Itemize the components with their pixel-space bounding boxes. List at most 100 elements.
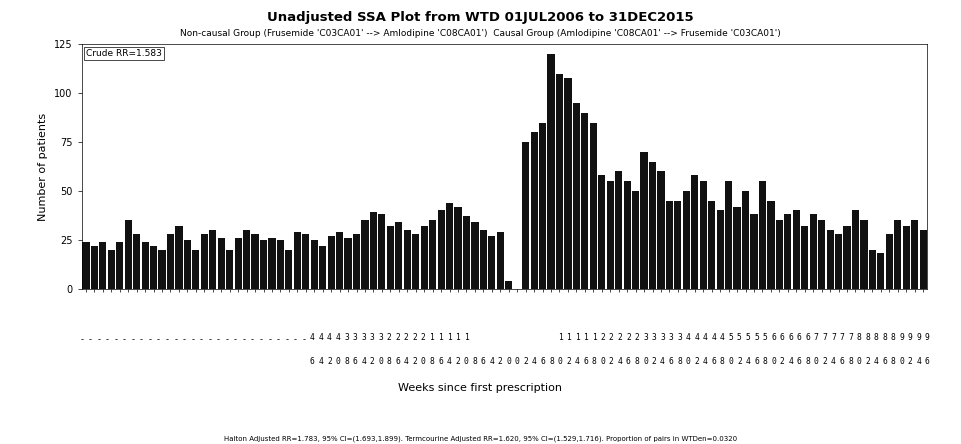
Text: 3: 3	[370, 333, 375, 342]
Bar	[429, 220, 436, 289]
Text: Unadjusted SSA Plot from WTD 01JUL2006 to 31DEC2015: Unadjusted SSA Plot from WTD 01JUL2006 t…	[267, 11, 694, 24]
Text: 2: 2	[404, 333, 408, 342]
Text: 6: 6	[540, 357, 546, 366]
Text: 9: 9	[899, 333, 904, 342]
Bar	[530, 132, 538, 289]
Text: 3: 3	[652, 333, 656, 342]
Bar	[455, 206, 461, 289]
Bar	[640, 152, 648, 289]
Text: 5: 5	[737, 333, 742, 342]
Text: 2: 2	[601, 333, 605, 342]
Text: 6: 6	[438, 357, 443, 366]
Text: 2: 2	[617, 333, 623, 342]
Text: 9: 9	[908, 333, 913, 342]
Bar	[480, 230, 487, 289]
Bar	[386, 226, 394, 289]
Text: 6: 6	[583, 357, 588, 366]
Bar	[725, 181, 732, 289]
Bar	[767, 201, 775, 289]
Text: 8: 8	[874, 333, 878, 342]
Text: 1: 1	[463, 333, 469, 342]
Text: -: -	[294, 335, 297, 344]
Text: -: -	[200, 335, 203, 344]
Text: 2: 2	[779, 357, 784, 366]
Text: -: -	[234, 335, 237, 344]
Text: 4: 4	[702, 333, 707, 342]
Text: 8: 8	[865, 333, 870, 342]
Text: 6: 6	[353, 357, 357, 366]
Text: 6: 6	[840, 357, 845, 366]
Text: 3: 3	[643, 333, 648, 342]
Bar	[302, 234, 309, 289]
Bar	[809, 214, 817, 289]
Text: 6: 6	[626, 357, 630, 366]
Bar	[463, 216, 470, 289]
Bar	[192, 250, 200, 289]
Text: -: -	[217, 335, 220, 344]
Text: 4: 4	[711, 333, 716, 342]
Text: 8: 8	[549, 357, 554, 366]
Text: 8: 8	[763, 357, 768, 366]
Bar	[590, 123, 597, 289]
Text: 7: 7	[823, 333, 827, 342]
Text: 6: 6	[771, 333, 776, 342]
Text: 4: 4	[318, 333, 323, 342]
Text: -: -	[209, 335, 211, 344]
Text: 0: 0	[686, 357, 691, 366]
Bar	[615, 171, 623, 289]
Text: -: -	[174, 335, 177, 344]
Bar	[920, 230, 926, 289]
Bar	[159, 250, 165, 289]
Bar	[801, 226, 808, 289]
Text: 8: 8	[344, 357, 349, 366]
Text: -: -	[106, 335, 109, 344]
Bar	[632, 191, 639, 289]
Text: 2: 2	[327, 357, 332, 366]
Text: -: -	[165, 335, 168, 344]
Text: 3: 3	[669, 333, 674, 342]
Text: 1: 1	[438, 333, 443, 342]
Text: 0: 0	[856, 357, 861, 366]
Text: 0: 0	[379, 357, 383, 366]
Text: 2: 2	[908, 357, 913, 366]
Bar	[606, 181, 614, 289]
Text: 2: 2	[566, 357, 571, 366]
Text: 9: 9	[924, 333, 930, 342]
Text: -: -	[114, 335, 117, 344]
Text: 2: 2	[370, 357, 375, 366]
Text: 1: 1	[430, 333, 434, 342]
Bar	[83, 242, 89, 289]
Bar	[539, 123, 546, 289]
Text: 2: 2	[421, 333, 426, 342]
Text: 8: 8	[678, 357, 682, 366]
Bar	[361, 220, 369, 289]
Bar	[268, 238, 276, 289]
Text: 2: 2	[626, 333, 630, 342]
Text: 6: 6	[395, 357, 400, 366]
Bar	[700, 181, 707, 289]
Text: 0: 0	[728, 357, 733, 366]
Text: 7: 7	[840, 333, 845, 342]
Text: 6: 6	[924, 357, 930, 366]
Bar	[259, 240, 267, 289]
Text: 4: 4	[874, 357, 878, 366]
Text: 0: 0	[335, 357, 340, 366]
Text: 8: 8	[856, 333, 861, 342]
Text: 6: 6	[805, 333, 810, 342]
Text: 4: 4	[404, 357, 408, 366]
Text: 4: 4	[720, 333, 725, 342]
Bar	[911, 220, 919, 289]
Text: 5: 5	[746, 333, 751, 342]
Bar	[141, 242, 149, 289]
Bar	[598, 175, 605, 289]
Text: 8: 8	[634, 357, 639, 366]
Text: 6: 6	[754, 357, 759, 366]
Bar	[167, 234, 174, 289]
Bar	[851, 210, 859, 289]
Text: 4: 4	[617, 357, 623, 366]
Text: 2: 2	[395, 333, 400, 342]
Text: 0: 0	[899, 357, 904, 366]
Bar	[379, 214, 385, 289]
Bar	[886, 234, 893, 289]
Bar	[328, 236, 334, 289]
